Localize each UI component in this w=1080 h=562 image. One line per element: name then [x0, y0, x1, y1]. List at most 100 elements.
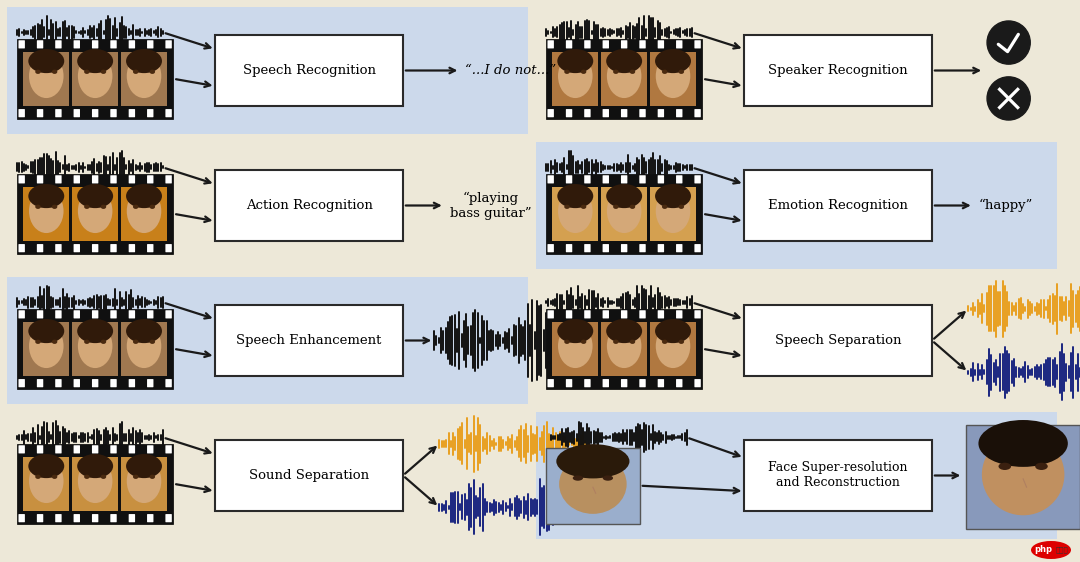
FancyBboxPatch shape [639, 109, 646, 117]
FancyBboxPatch shape [584, 175, 591, 183]
FancyBboxPatch shape [73, 445, 80, 454]
FancyBboxPatch shape [536, 142, 1057, 269]
Bar [744, 305, 932, 376]
Circle shape [987, 21, 1030, 64]
Ellipse shape [603, 475, 613, 481]
FancyBboxPatch shape [566, 244, 572, 252]
Ellipse shape [28, 319, 64, 343]
FancyBboxPatch shape [129, 109, 135, 117]
Ellipse shape [77, 49, 113, 73]
FancyBboxPatch shape [603, 310, 609, 319]
FancyBboxPatch shape [165, 175, 172, 183]
FancyBboxPatch shape [676, 175, 683, 183]
Bar [602, 322, 647, 375]
FancyBboxPatch shape [6, 412, 528, 539]
Ellipse shape [630, 70, 635, 74]
FancyBboxPatch shape [694, 175, 701, 183]
Bar [72, 52, 118, 106]
Ellipse shape [606, 49, 643, 73]
Ellipse shape [564, 339, 570, 344]
Text: Speaker Recognition: Speaker Recognition [768, 64, 908, 77]
FancyBboxPatch shape [6, 277, 528, 404]
Ellipse shape [1035, 463, 1048, 470]
FancyBboxPatch shape [165, 40, 172, 48]
Ellipse shape [78, 54, 112, 98]
Bar [24, 322, 69, 375]
Ellipse shape [656, 54, 690, 98]
FancyBboxPatch shape [110, 244, 117, 252]
FancyBboxPatch shape [658, 40, 664, 48]
FancyBboxPatch shape [566, 379, 572, 387]
Text: php: php [1034, 546, 1052, 555]
FancyBboxPatch shape [658, 310, 664, 319]
Ellipse shape [656, 49, 691, 73]
FancyBboxPatch shape [676, 379, 683, 387]
FancyBboxPatch shape [536, 7, 1057, 134]
FancyBboxPatch shape [584, 310, 591, 319]
FancyBboxPatch shape [110, 514, 117, 522]
FancyBboxPatch shape [18, 244, 25, 252]
FancyBboxPatch shape [621, 379, 627, 387]
Ellipse shape [126, 189, 161, 233]
Bar [602, 187, 647, 241]
FancyBboxPatch shape [110, 40, 117, 48]
FancyBboxPatch shape [55, 514, 62, 522]
FancyBboxPatch shape [639, 379, 646, 387]
FancyBboxPatch shape [92, 244, 98, 252]
Text: Speech Recognition: Speech Recognition [243, 64, 376, 77]
Ellipse shape [126, 459, 161, 503]
Ellipse shape [36, 205, 41, 209]
Text: “playing
bass guitar”: “playing bass guitar” [450, 192, 531, 220]
Ellipse shape [572, 475, 583, 481]
FancyBboxPatch shape [18, 445, 25, 454]
FancyBboxPatch shape [603, 109, 609, 117]
Ellipse shape [662, 339, 667, 344]
FancyBboxPatch shape [110, 109, 117, 117]
Ellipse shape [149, 70, 156, 74]
Bar [650, 52, 696, 106]
Ellipse shape [29, 459, 64, 503]
Text: Speech Separation: Speech Separation [775, 334, 902, 347]
FancyBboxPatch shape [18, 514, 25, 522]
Bar [650, 187, 696, 241]
FancyBboxPatch shape [658, 379, 664, 387]
FancyBboxPatch shape [147, 514, 153, 522]
Ellipse shape [613, 339, 619, 344]
Bar [121, 457, 167, 510]
Ellipse shape [52, 475, 57, 479]
Ellipse shape [84, 475, 90, 479]
Ellipse shape [100, 475, 106, 479]
FancyBboxPatch shape [18, 109, 25, 117]
Ellipse shape [678, 339, 684, 344]
FancyBboxPatch shape [165, 379, 172, 387]
Bar [215, 170, 403, 241]
Bar [744, 35, 932, 106]
FancyBboxPatch shape [147, 445, 153, 454]
Bar [24, 52, 69, 106]
FancyBboxPatch shape [536, 277, 1057, 404]
FancyBboxPatch shape [676, 40, 683, 48]
Ellipse shape [28, 184, 64, 208]
Bar [24, 457, 69, 510]
Ellipse shape [149, 475, 156, 479]
Text: Face Super-resolution
and Reconstruction: Face Super-resolution and Reconstruction [769, 461, 908, 490]
FancyBboxPatch shape [37, 445, 43, 454]
FancyBboxPatch shape [129, 514, 135, 522]
FancyBboxPatch shape [73, 175, 80, 183]
Ellipse shape [607, 54, 642, 98]
Ellipse shape [607, 189, 642, 233]
Bar [546, 309, 702, 389]
Ellipse shape [84, 339, 90, 344]
Ellipse shape [100, 339, 106, 344]
Bar [121, 52, 167, 106]
Ellipse shape [630, 339, 635, 344]
Ellipse shape [558, 54, 593, 98]
Ellipse shape [564, 205, 570, 209]
Ellipse shape [149, 205, 156, 209]
FancyBboxPatch shape [536, 142, 1057, 269]
FancyBboxPatch shape [621, 40, 627, 48]
FancyBboxPatch shape [639, 310, 646, 319]
Bar [744, 440, 932, 511]
Bar [602, 52, 647, 106]
Bar [215, 440, 403, 511]
